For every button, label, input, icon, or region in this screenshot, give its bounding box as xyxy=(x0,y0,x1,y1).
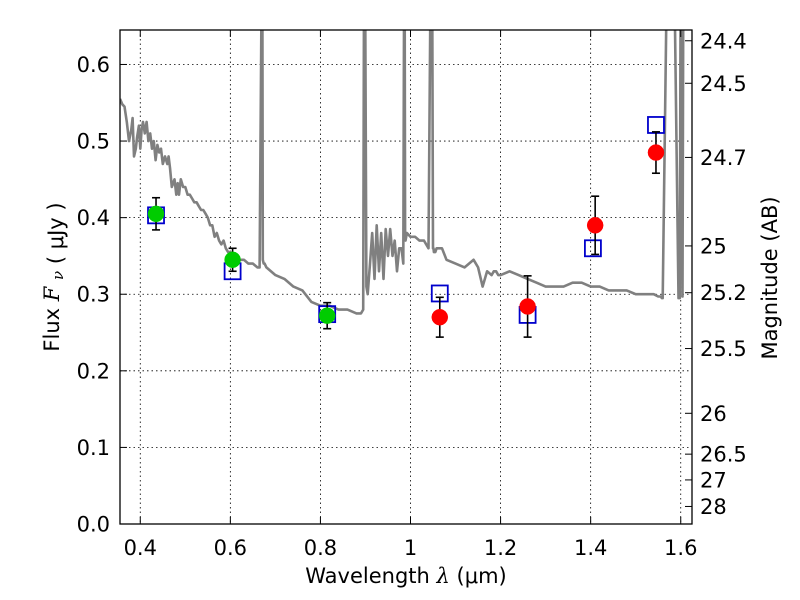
y-tick-label: 0.0 xyxy=(77,513,110,537)
magnitude-tick-label: 26 xyxy=(700,402,727,426)
y-tick-label: 0.1 xyxy=(77,436,110,460)
magnitude-tick-label: 24.5 xyxy=(700,72,747,96)
data-points xyxy=(147,116,665,338)
x-tick-label: 0.6 xyxy=(214,536,247,560)
green-data-point xyxy=(224,251,241,269)
magnitude-tick-label: 28 xyxy=(700,495,727,519)
y-tick-label: 0.4 xyxy=(77,206,110,230)
magnitude-tick-label: 24.4 xyxy=(700,29,747,53)
axis-ticks: 0.4 0.6 0.8 1 1.2 1.4 1.6 0.0 0.1 0.2 0.3 0.4 0.5 0.6… xyxy=(77,29,747,560)
magnitude-tick-label: 25.5 xyxy=(700,337,747,361)
y-tick-label: 0.5 xyxy=(77,130,110,154)
x-tick-label: 0.4 xyxy=(124,536,157,560)
y-axis-unit: ( μJy ) xyxy=(44,202,68,264)
red-data-point xyxy=(586,217,604,234)
green-data-point xyxy=(147,205,165,223)
plot-frame xyxy=(119,29,693,525)
x-tick-label: 0.8 xyxy=(304,536,337,560)
red-data-point xyxy=(431,308,449,326)
magnitude-tick-label: 25 xyxy=(700,234,727,258)
y-axis-symbol: F xyxy=(40,285,64,302)
x-tick-label: 1.2 xyxy=(484,536,517,560)
magnitude-tick-label: 26.5 xyxy=(700,443,747,467)
model-photometry-square xyxy=(647,116,665,134)
x-axis-symbol: λ xyxy=(436,564,450,588)
y-tick-label: 0.6 xyxy=(77,53,110,77)
x-tick-label: 1 xyxy=(404,536,417,560)
x-axis-title: Wavelength λ (μm) xyxy=(305,564,506,588)
red-data-point xyxy=(647,144,665,161)
model-photometry-square xyxy=(584,239,602,258)
magnitude-tick-label: 25.2 xyxy=(700,281,747,305)
y-tick-label: 0.2 xyxy=(77,359,110,383)
y-tick-label: 0.3 xyxy=(77,283,110,307)
x-axis-unit: (μm) xyxy=(457,564,507,588)
green-data-point xyxy=(318,307,336,324)
magnitude-tick-label: 24.7 xyxy=(700,146,747,170)
red-data-point xyxy=(519,298,536,315)
model-spectrum-line xyxy=(120,30,685,315)
x-tick-label: 1.6 xyxy=(664,536,697,560)
magnitude-axis-title: Magnitude (AB) xyxy=(758,196,782,359)
magnitude-tick-label: 27 xyxy=(700,468,727,492)
x-tick-label: 1.4 xyxy=(574,536,607,560)
y-axis-symbol-subscript: ν xyxy=(49,271,67,280)
y-axis-title: Flux F ν ( μJy ) xyxy=(40,202,68,351)
